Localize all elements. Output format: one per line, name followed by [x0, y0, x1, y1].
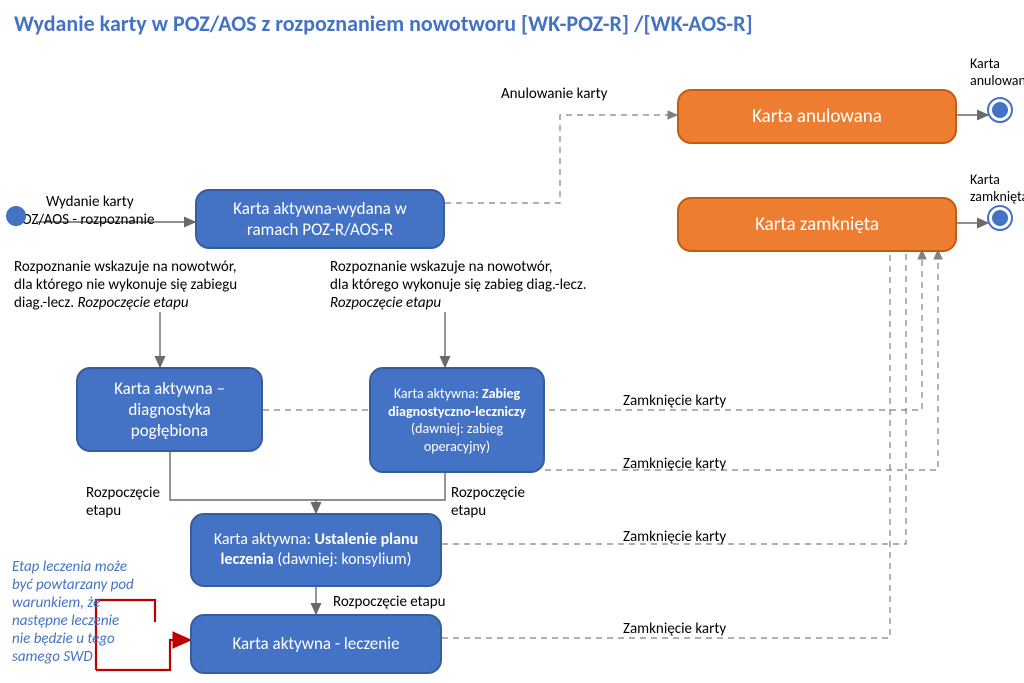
label-rozp-etapu-left: Rozpoczęcieetapu: [86, 484, 160, 520]
label-end-zamknieta: Karta zamknięta: [970, 172, 1024, 206]
label-zamkniecie-2: Zamknięcie karty: [623, 455, 726, 473]
node-karta-wydana: Karta aktywna-wydana w ramach POZ-R/AOS-…: [195, 189, 445, 249]
node-diagnostyka-poglebiona: Karta aktywna – diagnostyka pogłębiona: [76, 367, 263, 452]
node-zabieg: Karta aktywna: Zabieg diagnostyczno-lecz…: [369, 367, 545, 473]
label-zamkniecie-3: Zamknięcie karty: [623, 528, 726, 546]
page-title: Wydanie karty w POZ/AOS z rozpoznaniem n…: [14, 10, 753, 37]
label-rozpoznanie-left: Rozpoznanie wskazuje na nowotwór,dla któ…: [14, 258, 237, 312]
label-poz-aos: POZ/AOS - rozpoznanie: [14, 211, 154, 229]
label-end-anulowana: Karta anulowana: [970, 56, 1024, 90]
start-circle-icon: [6, 206, 26, 226]
node-leczenie: Karta aktywna - leczenie: [190, 614, 442, 674]
label-zamkniecie-4: Zamknięcie karty: [623, 620, 726, 638]
label-anulowanie-karty: Anulowanie karty: [501, 85, 607, 103]
label-rozp-etapu-right: Rozpoczęcieetapu: [451, 484, 525, 520]
label-zamkniecie-1: Zamknięcie karty: [623, 392, 726, 410]
label-rozpoznanie-right: Rozpoznanie wskazuje na nowotwór,dla któ…: [330, 258, 587, 312]
node-karta-anulowana: Karta anulowana: [677, 89, 957, 144]
end-dot-anulowana-icon: [992, 102, 1008, 118]
end-dot-zamknieta-icon: [992, 210, 1008, 226]
label-wydanie-karty: Wydanie karty: [46, 193, 134, 211]
node-plan-leczenia: Karta aktywna: Ustalenie planu leczenia …: [190, 513, 442, 587]
label-rozp-etapu-mid: Rozpoczęcie etapu: [333, 593, 445, 611]
label-note: Etap leczenia możebyć powtarzany podwaru…: [12, 558, 134, 666]
node-karta-zamknieta: Karta zamknięta: [677, 197, 957, 252]
